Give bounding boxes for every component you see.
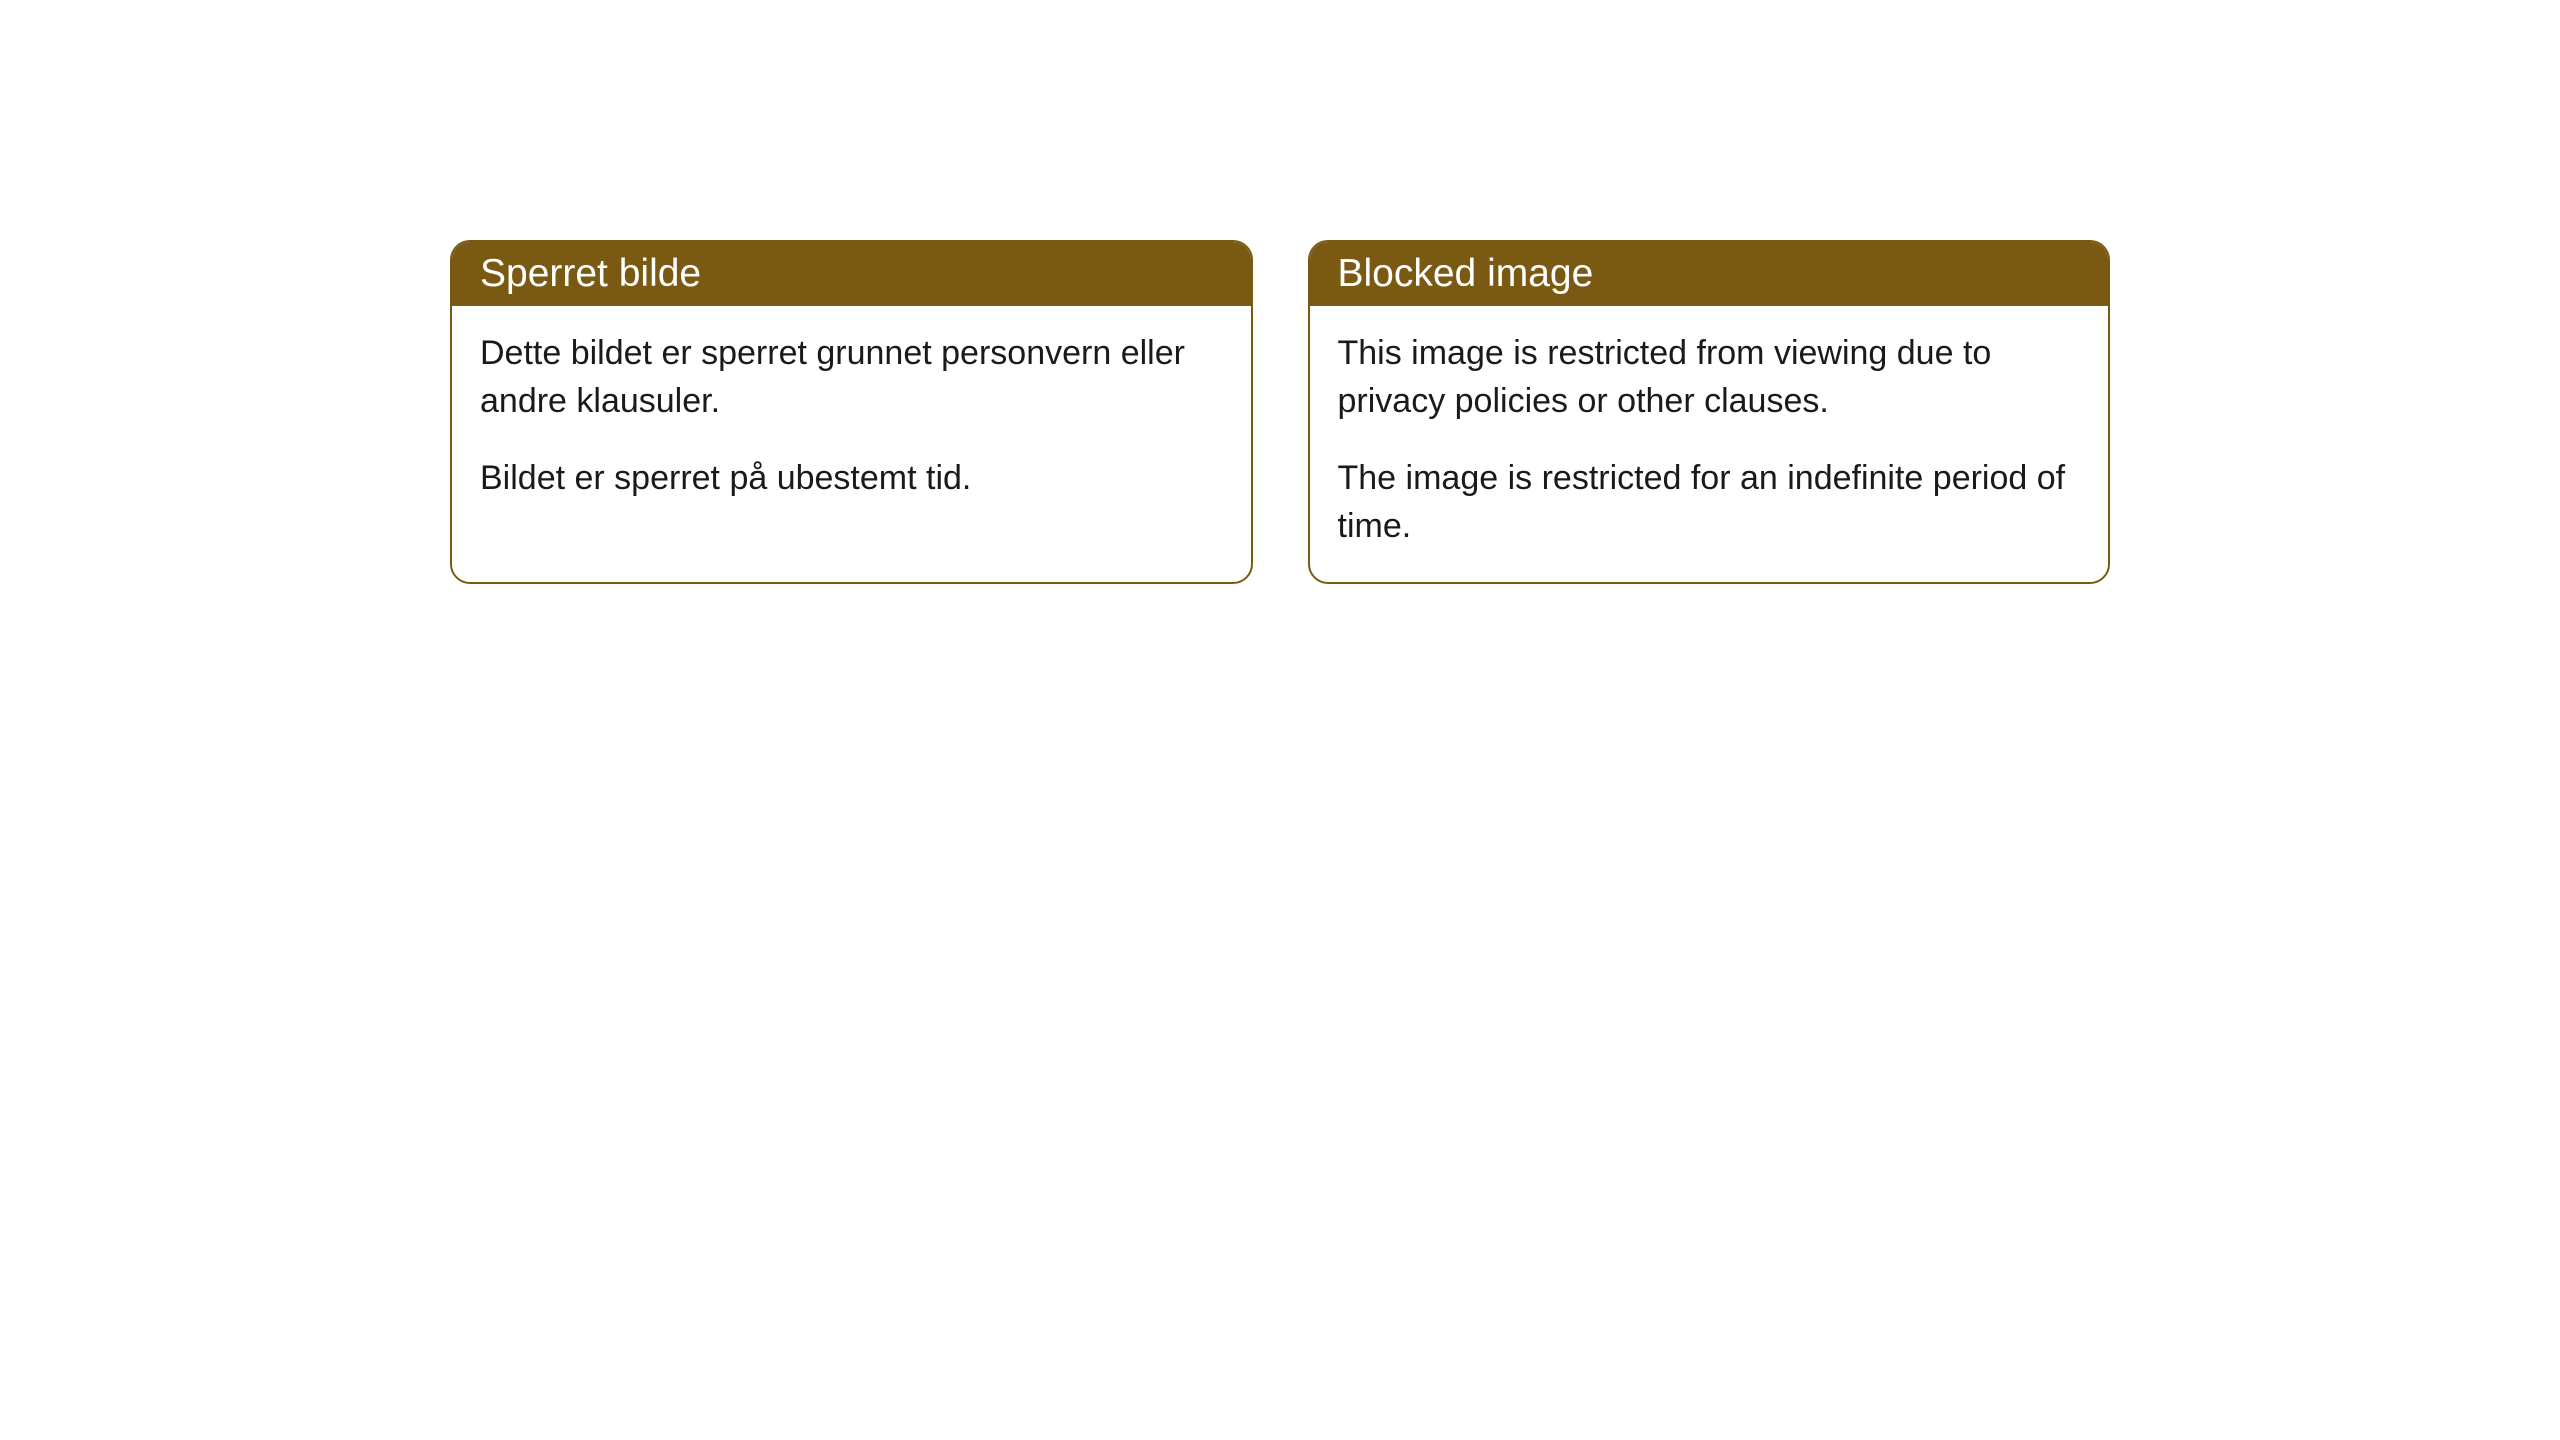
card-header: Sperret bilde bbox=[452, 242, 1251, 306]
card-paragraph: The image is restricted for an indefinit… bbox=[1338, 455, 2081, 550]
card-paragraph: Dette bildet er sperret grunnet personve… bbox=[480, 330, 1223, 425]
card-body: This image is restricted from viewing du… bbox=[1310, 306, 2109, 582]
notice-card-norwegian: Sperret bilde Dette bildet er sperret gr… bbox=[450, 240, 1253, 584]
card-title: Blocked image bbox=[1338, 252, 1594, 295]
card-title: Sperret bilde bbox=[480, 252, 701, 295]
card-paragraph: This image is restricted from viewing du… bbox=[1338, 330, 2081, 425]
card-body: Dette bildet er sperret grunnet personve… bbox=[452, 306, 1251, 535]
notice-card-english: Blocked image This image is restricted f… bbox=[1308, 240, 2111, 584]
card-paragraph: Bildet er sperret på ubestemt tid. bbox=[480, 455, 1223, 503]
card-header: Blocked image bbox=[1310, 242, 2109, 306]
notice-cards-container: Sperret bilde Dette bildet er sperret gr… bbox=[450, 240, 2110, 584]
